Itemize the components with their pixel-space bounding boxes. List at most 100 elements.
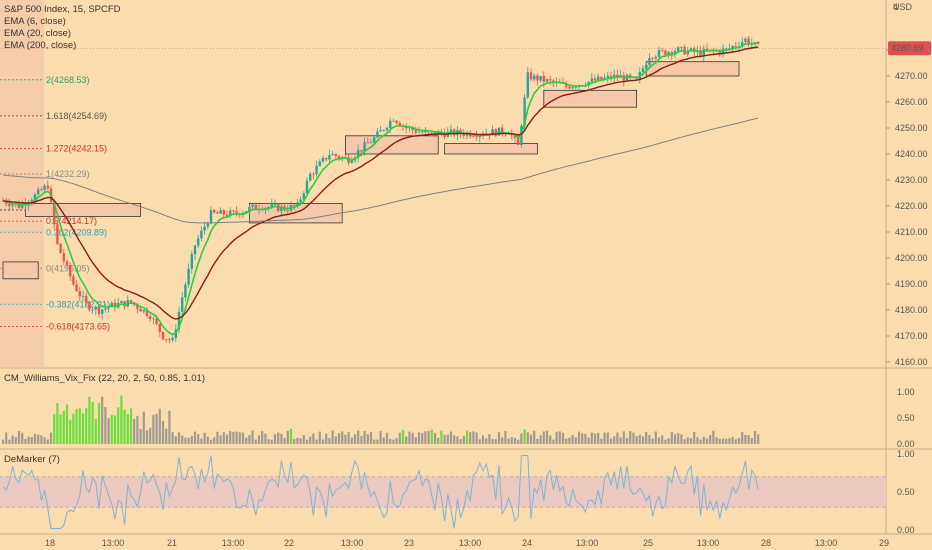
candle-body (209, 209, 213, 224)
vix-bar (597, 433, 600, 444)
vix-bar (526, 432, 529, 444)
vix-bar (97, 402, 101, 444)
candle-body (296, 202, 299, 206)
candle-body (360, 150, 363, 152)
vix-bar (21, 432, 24, 444)
legend: S&P 500 Index, 15, SPCFD EMA (6, close) … (4, 4, 121, 52)
vix-bar (443, 434, 446, 444)
demarker-panel-title[interactable]: DeMarker (7) (4, 454, 60, 465)
vix-bar (648, 435, 651, 444)
vix-bar (40, 435, 43, 444)
vix-bar (401, 429, 405, 444)
candle-body (382, 129, 385, 131)
vix-bar (433, 432, 437, 444)
vix-bar (430, 429, 433, 444)
vix-bar (673, 434, 677, 444)
candle-body (366, 142, 369, 144)
vix-bar (155, 413, 158, 444)
vix-bar (129, 408, 133, 444)
x-tick-label: 28 (761, 538, 771, 548)
x-tick-label: 13:00 (459, 538, 482, 548)
candle-body (667, 52, 670, 55)
vix-bar (680, 434, 683, 444)
vix-bar (17, 430, 21, 444)
candle-body (725, 48, 728, 50)
candle-body (376, 131, 379, 138)
candle-body (568, 86, 571, 89)
y-tick-label: 4220.00 (895, 201, 928, 211)
ema6-legend[interactable]: EMA (6, close) (4, 16, 66, 27)
vix-bar (251, 430, 254, 444)
vix-bar (577, 431, 581, 444)
y-tick-label: 4200.00 (895, 253, 928, 263)
candle-body (123, 301, 126, 307)
candle-body (206, 223, 209, 227)
ema20-legend[interactable]: EMA (20, close) (4, 28, 72, 39)
ema200-line (2, 117, 759, 224)
fib-label: -0.382(4182.21) (46, 299, 110, 309)
vix-bar (341, 431, 344, 444)
vix-bar (568, 437, 571, 444)
vix-bar (321, 439, 325, 444)
candle-body (609, 75, 613, 79)
y-tick-label: 4250.00 (895, 123, 928, 133)
currency-label: USD (892, 2, 912, 12)
candle-body (677, 47, 680, 52)
vix-bar (379, 431, 382, 444)
vix-bar (731, 436, 734, 444)
ema200-legend[interactable]: EMA (200, close) (4, 40, 77, 51)
candle-body (43, 185, 46, 191)
candle-body (417, 131, 421, 133)
fib-label: 0(4196.05) (46, 263, 90, 273)
vix-bar (203, 432, 206, 444)
vix-bar (747, 435, 750, 444)
vix-bar (753, 431, 757, 444)
candle-body (222, 210, 225, 215)
candle-body (299, 199, 302, 203)
vix-bar (462, 435, 465, 444)
vix-bar (277, 432, 280, 444)
vix-bar (197, 434, 200, 444)
candle-body (33, 194, 37, 201)
vix-bar (734, 439, 737, 444)
candle-body (523, 97, 526, 126)
candle-body (37, 189, 40, 195)
candle-body (664, 50, 667, 55)
candle-body (120, 301, 123, 304)
candle-body (101, 309, 104, 314)
candle-body (21, 203, 24, 209)
vix-bar (264, 433, 267, 444)
vix-bar (757, 434, 760, 444)
vix-bar (475, 432, 478, 444)
vix-bar (344, 434, 347, 444)
vix-bar (741, 431, 744, 444)
vix-bar (184, 437, 187, 444)
vix-bar (219, 435, 222, 444)
candle-body (373, 137, 376, 143)
vix-bar (110, 414, 113, 444)
candle-body (318, 161, 321, 166)
vix-bar (587, 437, 590, 444)
vix-bar (609, 438, 613, 444)
vix-y-tick: 0.50 (897, 413, 915, 423)
vix-bar (641, 436, 645, 444)
vix-bar (158, 408, 161, 444)
fib-label: 2(4268.53) (46, 75, 90, 85)
candle-body (392, 120, 395, 122)
vix-bar (49, 432, 53, 444)
vix-bar (632, 432, 635, 444)
candle-body (136, 304, 139, 309)
vix-panel-title[interactable]: CM_Williams_Vix_Fix (22, 20, 2, 50, 0.85… (4, 373, 205, 384)
x-tick-label: 18 (45, 538, 55, 548)
candle-body (574, 87, 577, 88)
vix-bar (366, 434, 369, 444)
candle-body (728, 48, 731, 50)
candle-body (94, 306, 97, 310)
candle-body (517, 137, 520, 145)
vix-bar (414, 437, 417, 444)
candle-body (181, 297, 184, 312)
candle-body (536, 75, 539, 81)
candle-body (545, 79, 549, 82)
vix-bar (629, 431, 632, 444)
